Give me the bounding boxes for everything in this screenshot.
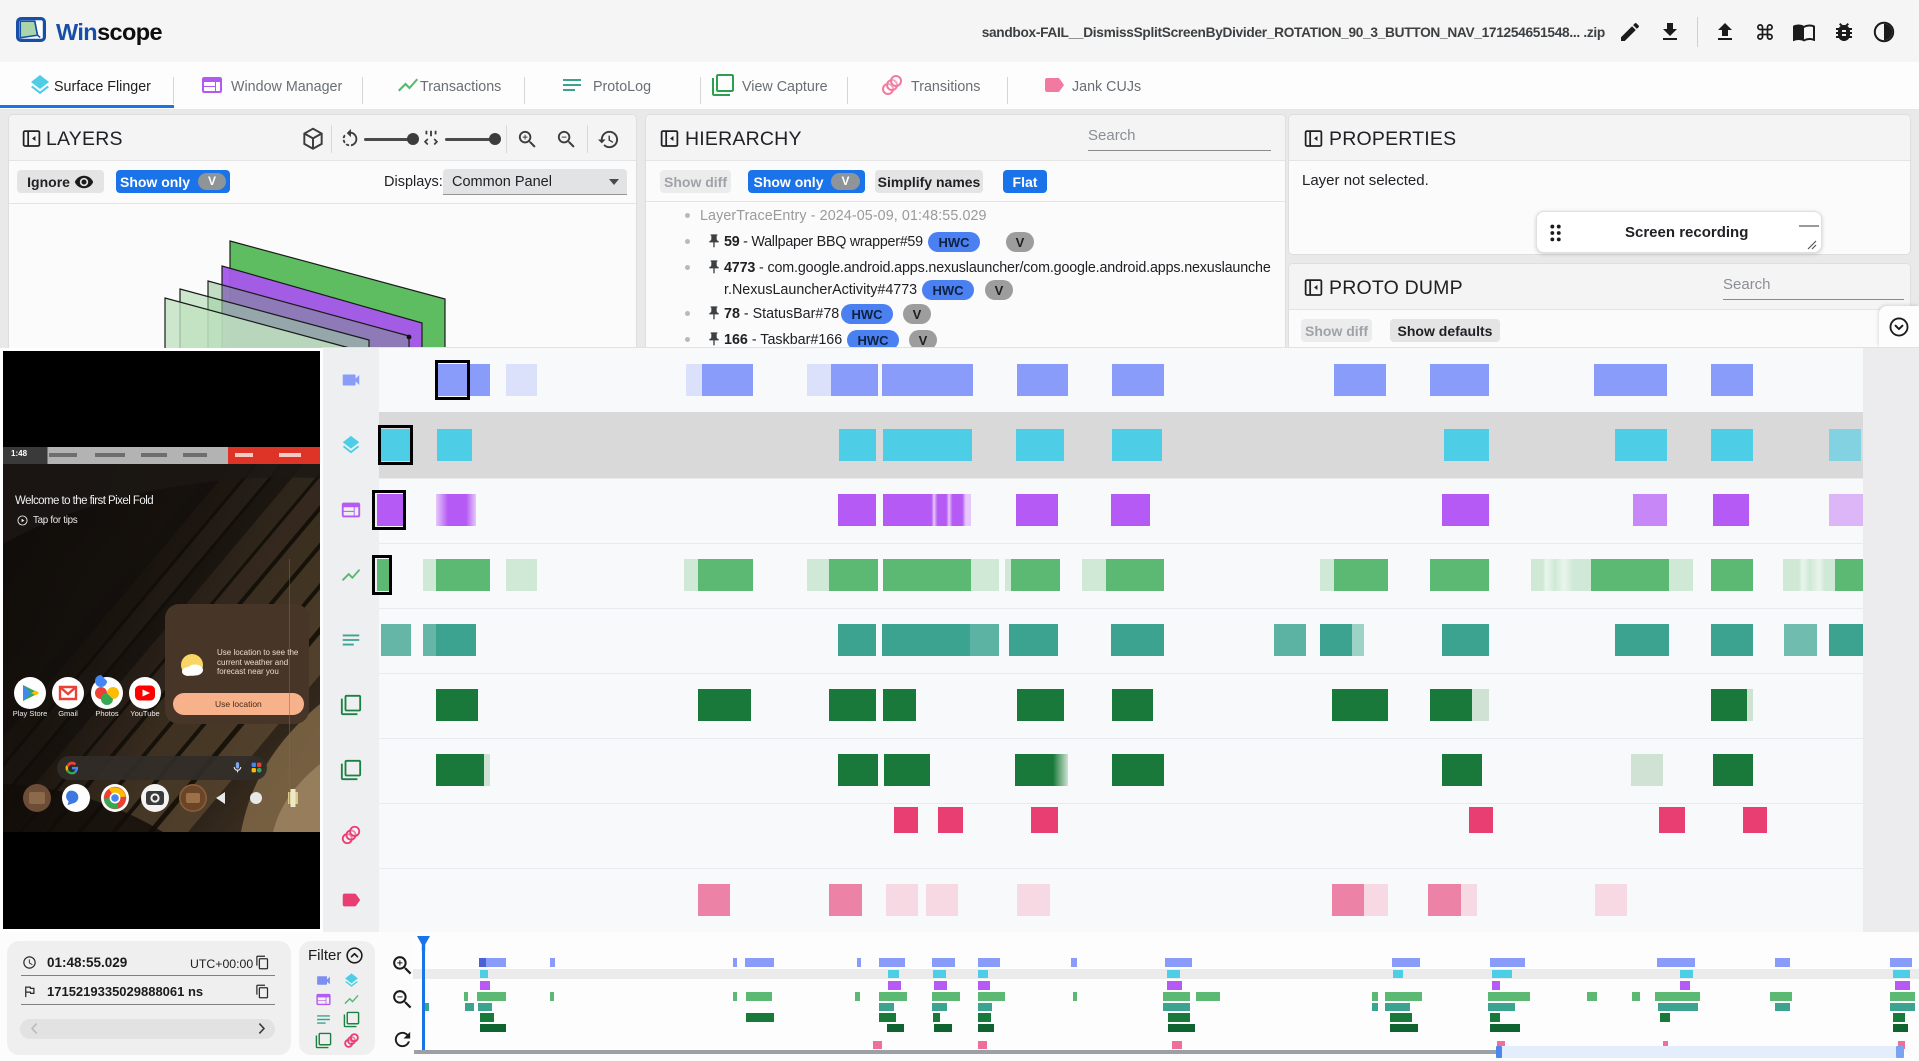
svg-text:Photos: Photos bbox=[95, 709, 119, 718]
svg-text:YouTube: YouTube bbox=[130, 709, 159, 718]
svg-text:Play Store: Play Store bbox=[13, 709, 48, 718]
svg-text:Gmail: Gmail bbox=[58, 709, 78, 718]
